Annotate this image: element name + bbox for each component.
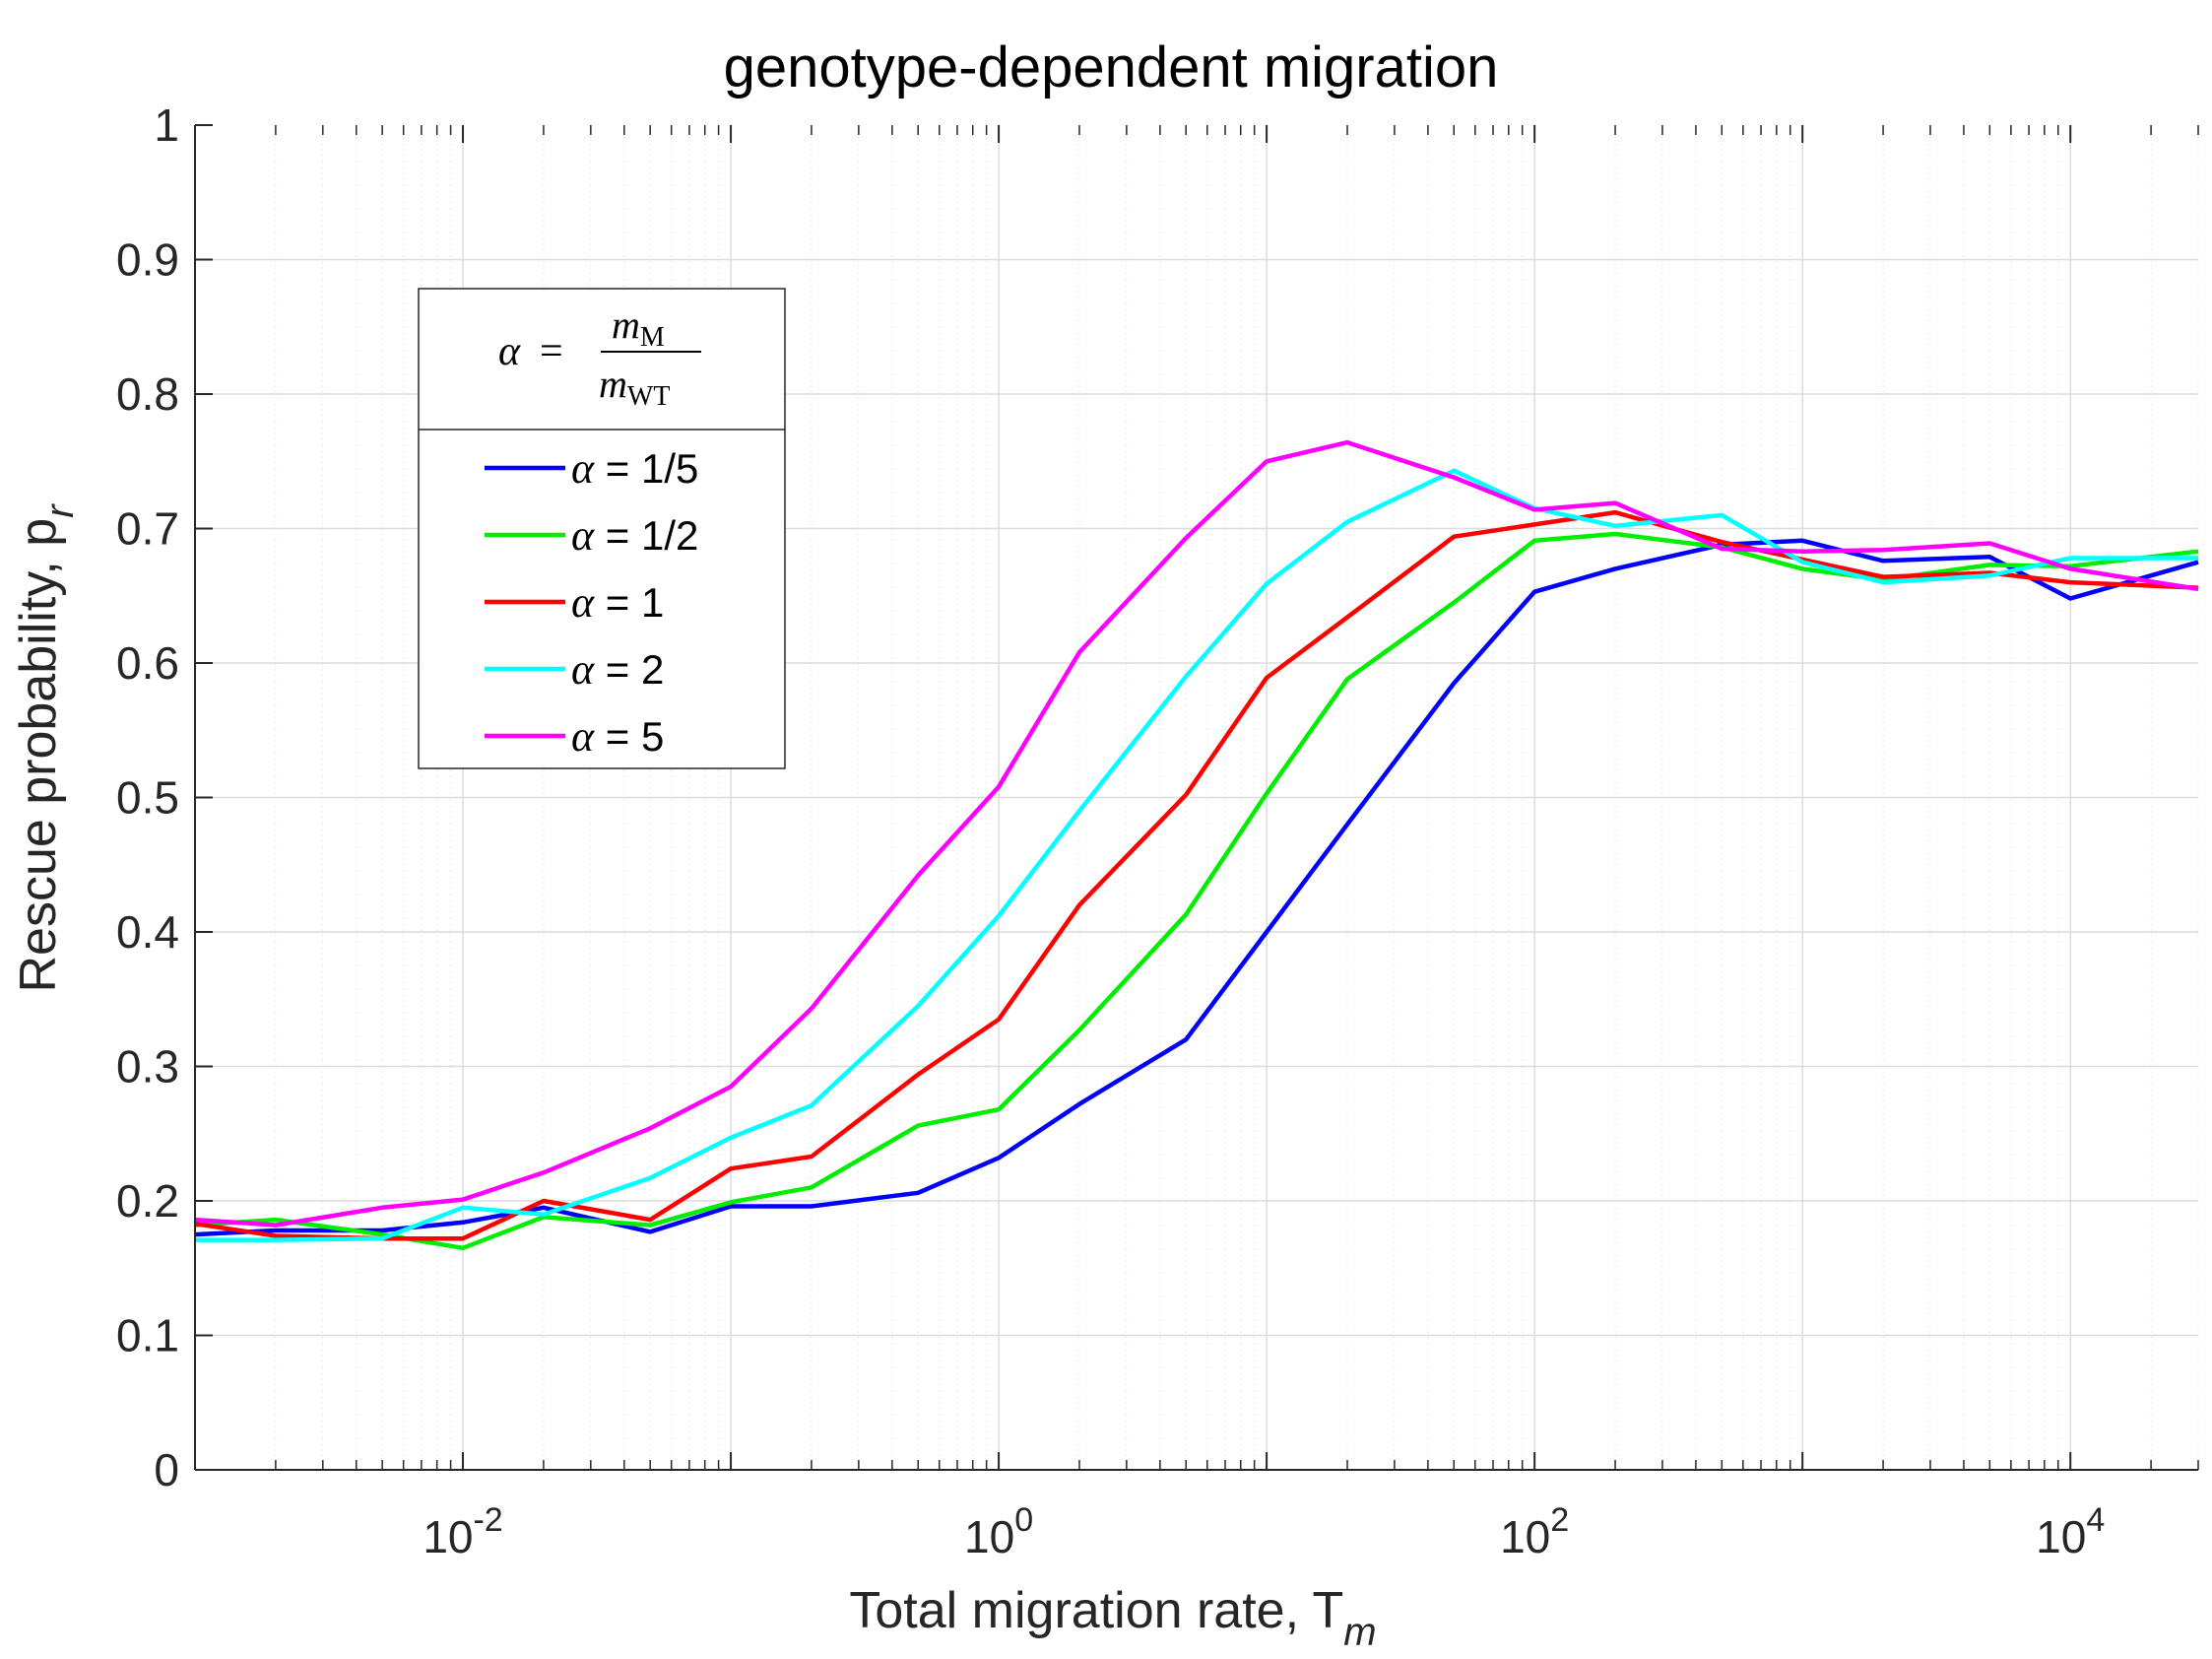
- y-tick-label: 0.4: [116, 906, 179, 958]
- legend-label-4: α = 2: [571, 645, 664, 694]
- x-axis-label: Total migration rate, Tm: [849, 1582, 1376, 1654]
- legend-label-symbol: α: [571, 578, 595, 627]
- series-line-5: [194, 439, 2199, 1228]
- legend-label-1: α = 1/5: [571, 444, 698, 493]
- axes: [194, 124, 2199, 1471]
- y-tick-label: 0.8: [116, 368, 179, 420]
- x-tick-label-base: 10: [423, 1511, 473, 1562]
- x-tick-label-base: 10: [2036, 1511, 2086, 1562]
- legend-header-numerator-var: m: [612, 302, 640, 347]
- legend-header-formula: α = mM mWT: [498, 302, 701, 412]
- x-tick-label-exponent: 2: [1550, 1501, 1569, 1539]
- y-tick-label: 0.3: [116, 1041, 179, 1093]
- x-tick-label: 100: [964, 1501, 1033, 1562]
- series-lines: [194, 439, 2199, 1251]
- x-tick-label-base: 10: [964, 1511, 1014, 1562]
- y-axis-label-subscript: r: [38, 503, 82, 518]
- legend-header-equals: =: [540, 329, 563, 374]
- series-line-2: [194, 531, 2199, 1251]
- y-tick-label: 0.7: [116, 503, 179, 555]
- x-tick-label: 104: [2036, 1501, 2105, 1562]
- y-tick-label: 1: [154, 100, 179, 151]
- legend-label-5: α = 5: [571, 712, 664, 761]
- y-tick-label: 0.6: [116, 637, 179, 689]
- legend-label-value: = 1/2: [594, 512, 698, 559]
- y-tick-label: 0.5: [116, 772, 179, 824]
- legend-entries: α = 1/5α = 1/2α = 1α = 2α = 5: [485, 444, 698, 761]
- x-axis-label-subscript: m: [1343, 1611, 1376, 1654]
- legend-header-numerator-sub: M: [640, 322, 665, 353]
- legend-label-symbol: α: [571, 444, 595, 493]
- chart-title: genotype-dependent migration: [724, 35, 1499, 100]
- x-tick-label-exponent: 0: [1014, 1501, 1033, 1539]
- legend-label-value: = 2: [594, 646, 664, 693]
- y-tick-label: 0.1: [116, 1310, 179, 1361]
- legend-header-numerator: mM: [612, 302, 665, 353]
- y-tick-label: 0.2: [116, 1175, 179, 1227]
- legend-header-denominator-sub: WT: [627, 381, 671, 412]
- y-tick-label: 0: [154, 1444, 179, 1495]
- x-tick-label: 10-2: [423, 1501, 502, 1562]
- legend-label-value: = 1: [594, 579, 664, 626]
- x-tick-label-exponent: -2: [473, 1501, 502, 1539]
- x-tick-label: 102: [1500, 1501, 1569, 1562]
- legend-label-symbol: α: [571, 645, 595, 694]
- y-axis-label-main: Rescue probability, p: [10, 518, 67, 993]
- series-line-4: [195, 468, 2198, 1242]
- x-tick-label-base: 10: [1500, 1511, 1550, 1562]
- legend-header-alpha: α: [498, 329, 521, 374]
- legend: α = mM mWT α = 1/5α = 1/2α = 1α = 2α = 5: [418, 288, 786, 769]
- legend-label-value: = 5: [594, 713, 664, 760]
- legend-label-value: = 1/5: [594, 445, 698, 492]
- legend-header-denominator-var: m: [599, 362, 627, 406]
- legend-label-3: α = 1: [571, 578, 664, 627]
- x-tick-label-exponent: 4: [2086, 1501, 2105, 1539]
- legend-label-2: α = 1/2: [571, 511, 698, 560]
- x-axis-label-main: Total migration rate, T: [849, 1582, 1343, 1639]
- y-axis-label: Rescue probability, pr: [10, 503, 82, 993]
- legend-box: [418, 288, 786, 769]
- legend-header-denominator: mWT: [599, 362, 670, 412]
- legend-label-symbol: α: [571, 511, 595, 560]
- y-tick-label: 0.9: [116, 234, 179, 286]
- legend-label-symbol: α: [571, 712, 595, 761]
